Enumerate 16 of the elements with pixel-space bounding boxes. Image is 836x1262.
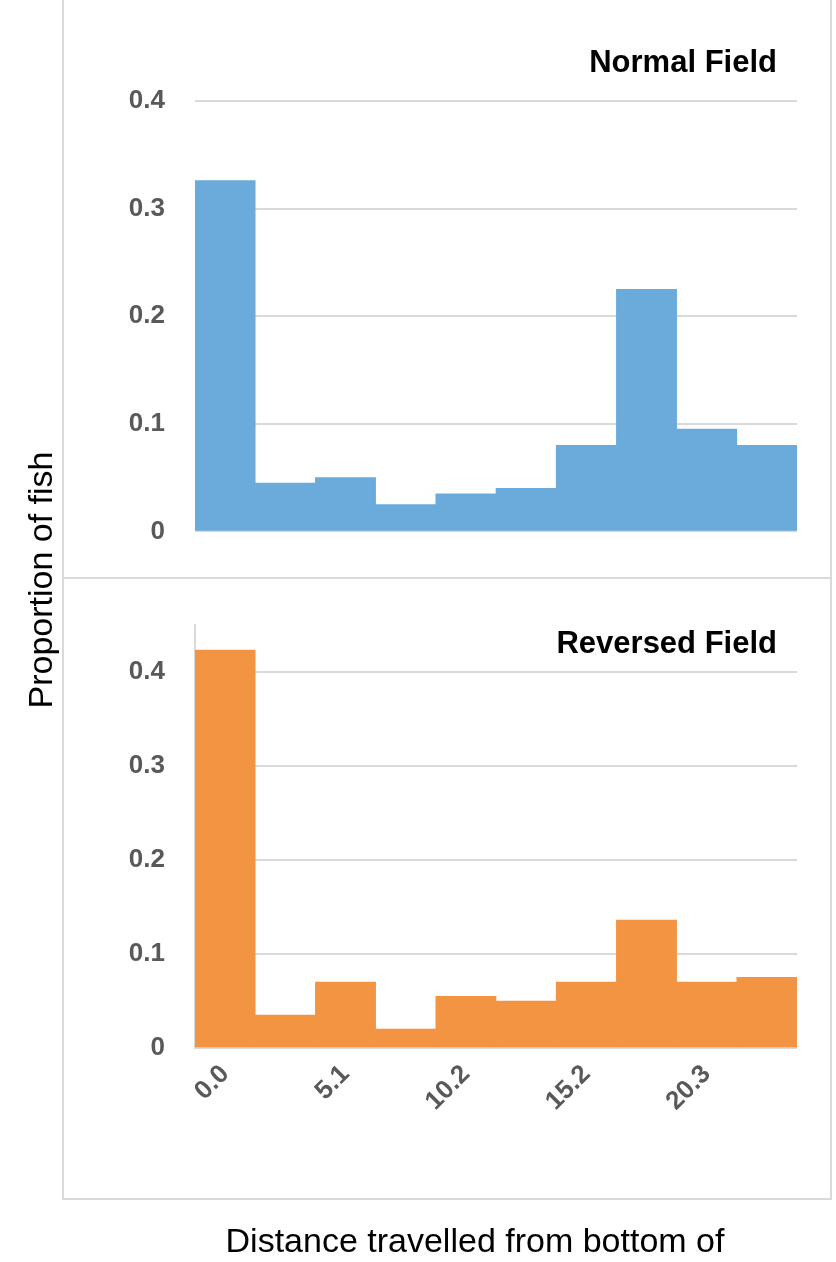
x-axis-title: Distance travelled from bottom of (225, 1220, 725, 1260)
chart-title: Reversed Field (556, 625, 777, 661)
y-tick-label: 0.3 (128, 191, 165, 222)
y-tick-label: 0 (150, 514, 165, 545)
y-tick-label: 0.1 (128, 937, 165, 968)
y-tick-label: 0.4 (128, 84, 166, 115)
y-tick-label: 0.4 (128, 654, 166, 685)
y-tick-label: 0 (150, 1031, 165, 1062)
y-axis-title: Proportion of fish (20, 451, 60, 709)
y-tick-label: 0.2 (128, 842, 165, 873)
y-tick-label: 0.3 (128, 748, 165, 779)
chart-title: Normal Field (589, 43, 777, 79)
y-tick-label: 0.1 (128, 406, 165, 437)
x-tick-label: 5.1 (308, 1058, 355, 1105)
x-tick-label: 0.0 (187, 1058, 235, 1105)
y-tick-label: 0.2 (128, 299, 165, 330)
